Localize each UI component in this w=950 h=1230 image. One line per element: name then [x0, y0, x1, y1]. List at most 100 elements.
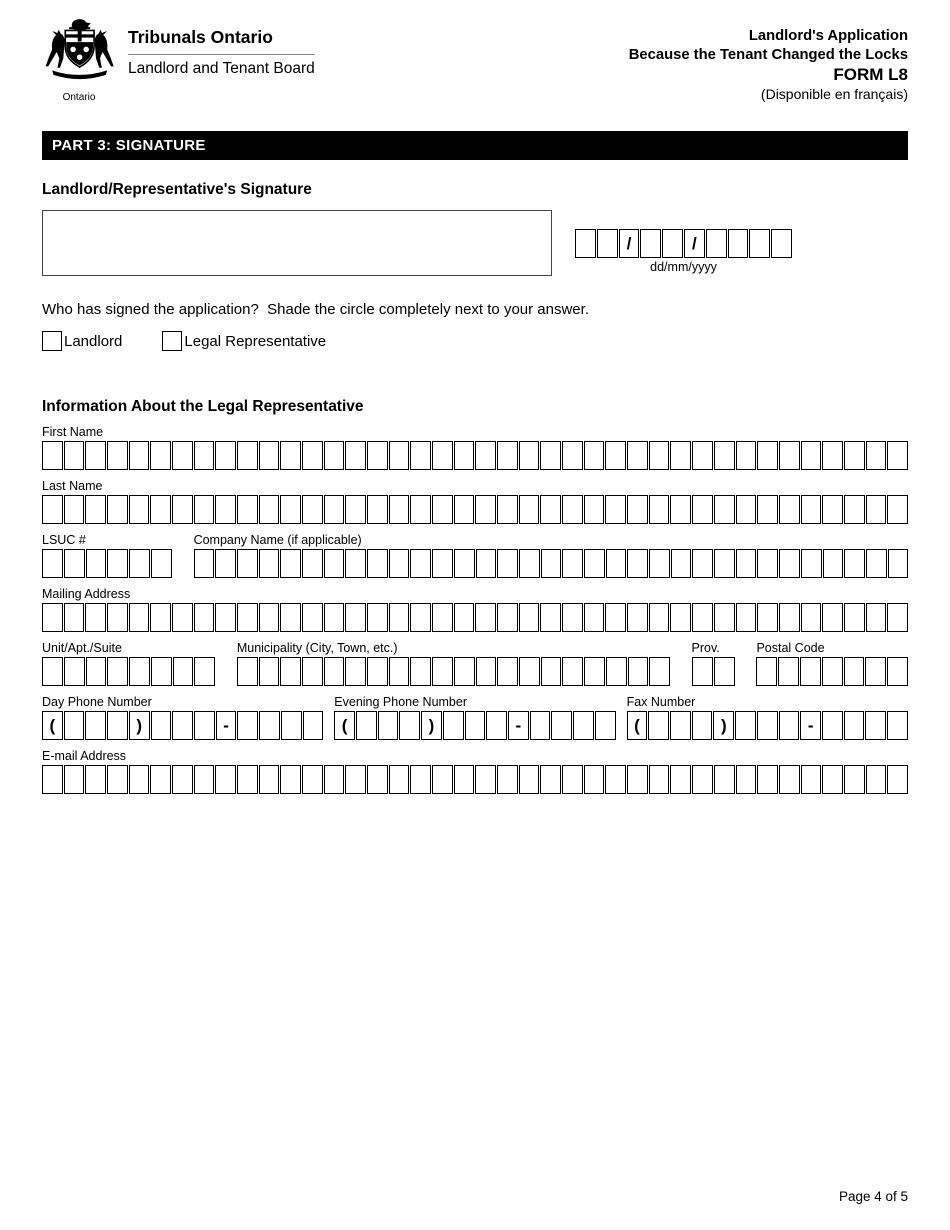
char-cell[interactable] [540, 657, 562, 686]
char-cell[interactable] [887, 657, 909, 686]
char-cell[interactable] [605, 495, 627, 524]
char-cell[interactable] [128, 765, 150, 794]
char-cell[interactable] [410, 765, 432, 794]
char-cell[interactable] [453, 603, 475, 632]
char-cell[interactable] [497, 657, 518, 686]
char-cell[interactable] [584, 657, 605, 686]
char-cell[interactable] [562, 657, 584, 686]
char-cell[interactable] [475, 657, 497, 686]
lsuc-number-comb[interactable] [42, 549, 172, 578]
char-cell[interactable] [540, 603, 562, 632]
char-cell[interactable] [822, 441, 843, 470]
char-cell[interactable] [648, 495, 670, 524]
char-cell[interactable] [670, 441, 692, 470]
char-cell[interactable] [172, 495, 193, 524]
char-cell[interactable] [42, 657, 63, 686]
char-cell[interactable] [237, 495, 258, 524]
char-cell[interactable] [627, 441, 648, 470]
char-cell[interactable] [691, 711, 713, 740]
char-cell[interactable] [464, 711, 486, 740]
char-cell[interactable] [215, 495, 237, 524]
char-cell[interactable] [107, 495, 128, 524]
date-char-cell[interactable] [575, 229, 596, 258]
option-legal-representative[interactable]: Legal Representative [162, 331, 326, 351]
char-cell[interactable] [756, 711, 778, 740]
char-cell[interactable] [107, 657, 129, 686]
char-cell[interactable] [779, 549, 800, 578]
char-cell[interactable] [453, 441, 475, 470]
char-cell[interactable] [215, 549, 236, 578]
char-cell[interactable] [518, 441, 540, 470]
unit-apt-suite-comb[interactable] [42, 657, 216, 686]
char-cell[interactable] [410, 603, 432, 632]
char-cell[interactable] [323, 603, 345, 632]
char-cell[interactable] [800, 657, 821, 686]
char-cell[interactable] [735, 441, 757, 470]
char-cell[interactable] [280, 495, 302, 524]
char-cell[interactable] [85, 711, 107, 740]
char-cell[interactable] [367, 765, 388, 794]
char-cell[interactable] [388, 765, 410, 794]
char-cell[interactable] [865, 549, 887, 578]
char-cell[interactable] [432, 765, 453, 794]
char-cell[interactable] [258, 765, 280, 794]
char-cell[interactable] [518, 657, 540, 686]
char-cell[interactable] [735, 603, 757, 632]
char-cell[interactable] [150, 657, 172, 686]
char-cell[interactable] [670, 549, 692, 578]
date-char-cell[interactable] [749, 229, 771, 258]
date-char-cell[interactable] [727, 229, 749, 258]
char-cell[interactable] [821, 657, 843, 686]
date-char-cell[interactable] [662, 229, 683, 258]
char-cell[interactable] [529, 711, 551, 740]
landlord-checkbox[interactable] [42, 331, 62, 351]
char-cell[interactable] [237, 603, 258, 632]
char-cell[interactable] [540, 549, 562, 578]
char-cell[interactable] [453, 765, 475, 794]
char-cell[interactable] [865, 495, 887, 524]
char-cell[interactable] [627, 603, 648, 632]
char-cell[interactable] [172, 657, 194, 686]
char-cell[interactable] [497, 603, 518, 632]
char-cell[interactable] [822, 549, 844, 578]
char-cell[interactable] [172, 441, 193, 470]
char-cell[interactable] [193, 441, 215, 470]
char-cell[interactable] [778, 441, 800, 470]
char-cell[interactable] [757, 549, 779, 578]
char-cell[interactable] [323, 549, 345, 578]
char-cell[interactable] [583, 603, 605, 632]
char-cell[interactable] [497, 495, 518, 524]
char-cell[interactable] [844, 549, 865, 578]
char-cell[interactable] [193, 603, 215, 632]
char-cell[interactable] [778, 495, 800, 524]
char-cell[interactable] [215, 441, 237, 470]
char-cell[interactable] [85, 765, 107, 794]
char-cell[interactable] [583, 549, 605, 578]
char-cell[interactable] [432, 549, 453, 578]
char-cell[interactable] [627, 657, 649, 686]
char-cell[interactable] [367, 495, 388, 524]
last-name-comb[interactable] [42, 495, 908, 524]
char-cell[interactable] [865, 711, 887, 740]
char-cell[interactable] [85, 441, 107, 470]
char-cell[interactable] [649, 657, 670, 686]
char-cell[interactable] [432, 657, 453, 686]
char-cell[interactable] [432, 495, 453, 524]
char-cell[interactable] [172, 711, 194, 740]
char-cell[interactable] [757, 495, 778, 524]
char-cell[interactable] [442, 711, 464, 740]
char-cell[interactable] [518, 603, 540, 632]
char-cell[interactable] [85, 495, 107, 524]
char-cell[interactable] [692, 765, 713, 794]
char-cell[interactable] [756, 657, 778, 686]
char-cell[interactable] [573, 711, 594, 740]
char-cell[interactable] [800, 549, 822, 578]
char-cell[interactable] [670, 495, 692, 524]
char-cell[interactable] [85, 603, 107, 632]
char-cell[interactable] [691, 657, 713, 686]
company-name-comb[interactable] [193, 549, 909, 578]
char-cell[interactable] [150, 495, 172, 524]
char-cell[interactable] [128, 603, 150, 632]
char-cell[interactable] [865, 765, 887, 794]
char-cell[interactable] [367, 657, 388, 686]
